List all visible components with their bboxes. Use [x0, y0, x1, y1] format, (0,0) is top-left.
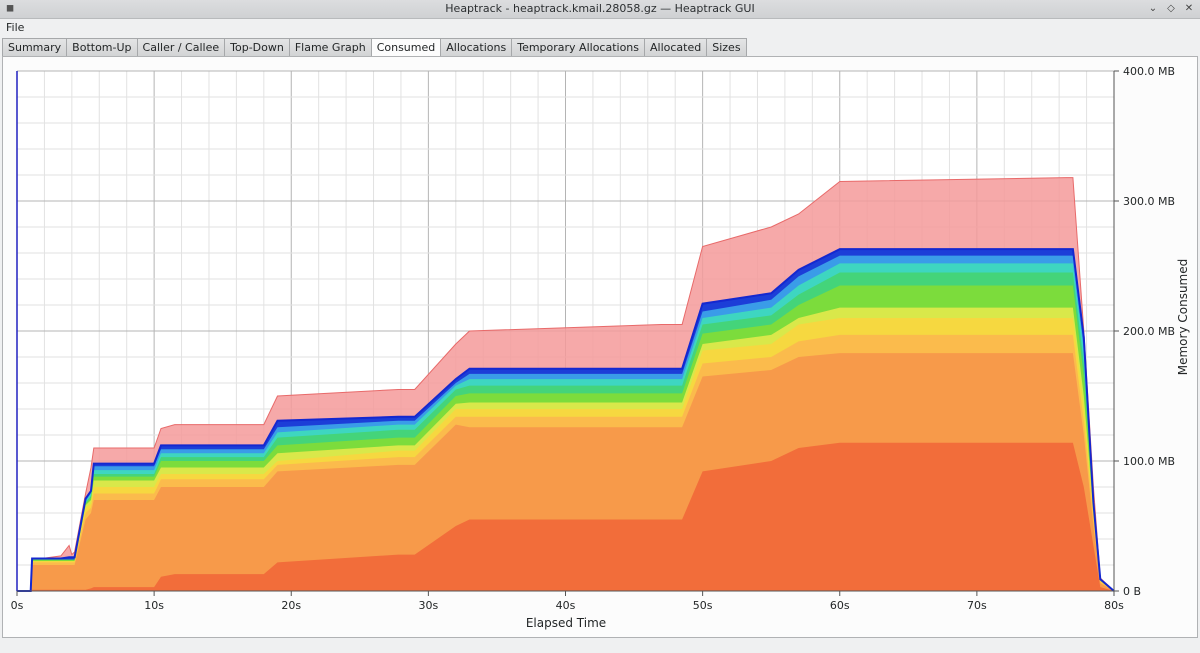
tab-bar: Summary Bottom-Up Caller / Callee Top-Do…: [2, 38, 747, 57]
x-tick-label: 60s: [830, 599, 850, 612]
y-axis-label: Memory Consumed: [1176, 259, 1190, 376]
minimize-button[interactable]: ⌄: [1146, 0, 1160, 18]
x-tick-label: 30s: [419, 599, 439, 612]
maximize-button[interactable]: ◇: [1164, 0, 1178, 18]
x-tick-label: 0s: [11, 599, 24, 612]
tab-consumed[interactable]: Consumed: [370, 38, 441, 57]
menu-file[interactable]: File: [6, 21, 25, 34]
menu-bar: File: [0, 19, 1200, 37]
tab-summary[interactable]: Summary: [2, 38, 67, 57]
tab-bottom-up[interactable]: Bottom-Up: [66, 38, 137, 57]
y-tick-label: 200.0 MB: [1123, 325, 1175, 338]
status-bar: [0, 639, 1200, 653]
window-controls: ⌄ ◇ ✕: [1146, 0, 1196, 18]
x-tick-label: 50s: [693, 599, 713, 612]
tab-temporary-allocations[interactable]: Temporary Allocations: [511, 38, 645, 57]
consumed-panel: 0s 10s 20s 30s 40s 50s 60s 70s 80s 0 B 100.0 MB 200…: [2, 56, 1198, 638]
x-tick-label: 20s: [281, 599, 301, 612]
y-tick-label: 300.0 MB: [1123, 195, 1175, 208]
x-tick-label: 40s: [556, 599, 576, 612]
tab-allocations[interactable]: Allocations: [440, 38, 512, 57]
app-icon[interactable]: ◼: [5, 3, 15, 14]
diamond-icon: ◇: [1167, 3, 1175, 14]
close-button[interactable]: ✕: [1182, 0, 1196, 18]
tab-sizes[interactable]: Sizes: [706, 38, 747, 57]
title-bar: ◼ Heaptrack - heaptrack.kmail.28058.gz —…: [0, 0, 1200, 19]
y-tick-label: 100.0 MB: [1123, 455, 1175, 468]
series-area-layer-1: [17, 442, 1114, 591]
x-axis-label: Elapsed Time: [526, 616, 606, 630]
window-title: Heaptrack - heaptrack.kmail.28058.gz — H…: [445, 2, 755, 15]
tab-caller-callee[interactable]: Caller / Callee: [136, 38, 225, 57]
tab-top-down[interactable]: Top-Down: [224, 38, 289, 57]
series-line-top: [17, 248, 1115, 592]
x-tick-label: 10s: [144, 599, 164, 612]
x-tick-label: 80s: [1104, 599, 1124, 612]
tab-allocated[interactable]: Allocated: [644, 38, 707, 57]
close-icon: ✕: [1184, 3, 1194, 14]
y-tick-label: 0 B: [1123, 585, 1141, 598]
x-tick-label: 70s: [967, 599, 987, 612]
chevron-down-icon: ⌄: [1148, 3, 1158, 14]
chart-areas: [17, 177, 1116, 592]
y-tick-label: 400.0 MB: [1123, 65, 1175, 78]
tab-flame-graph[interactable]: Flame Graph: [288, 38, 371, 57]
